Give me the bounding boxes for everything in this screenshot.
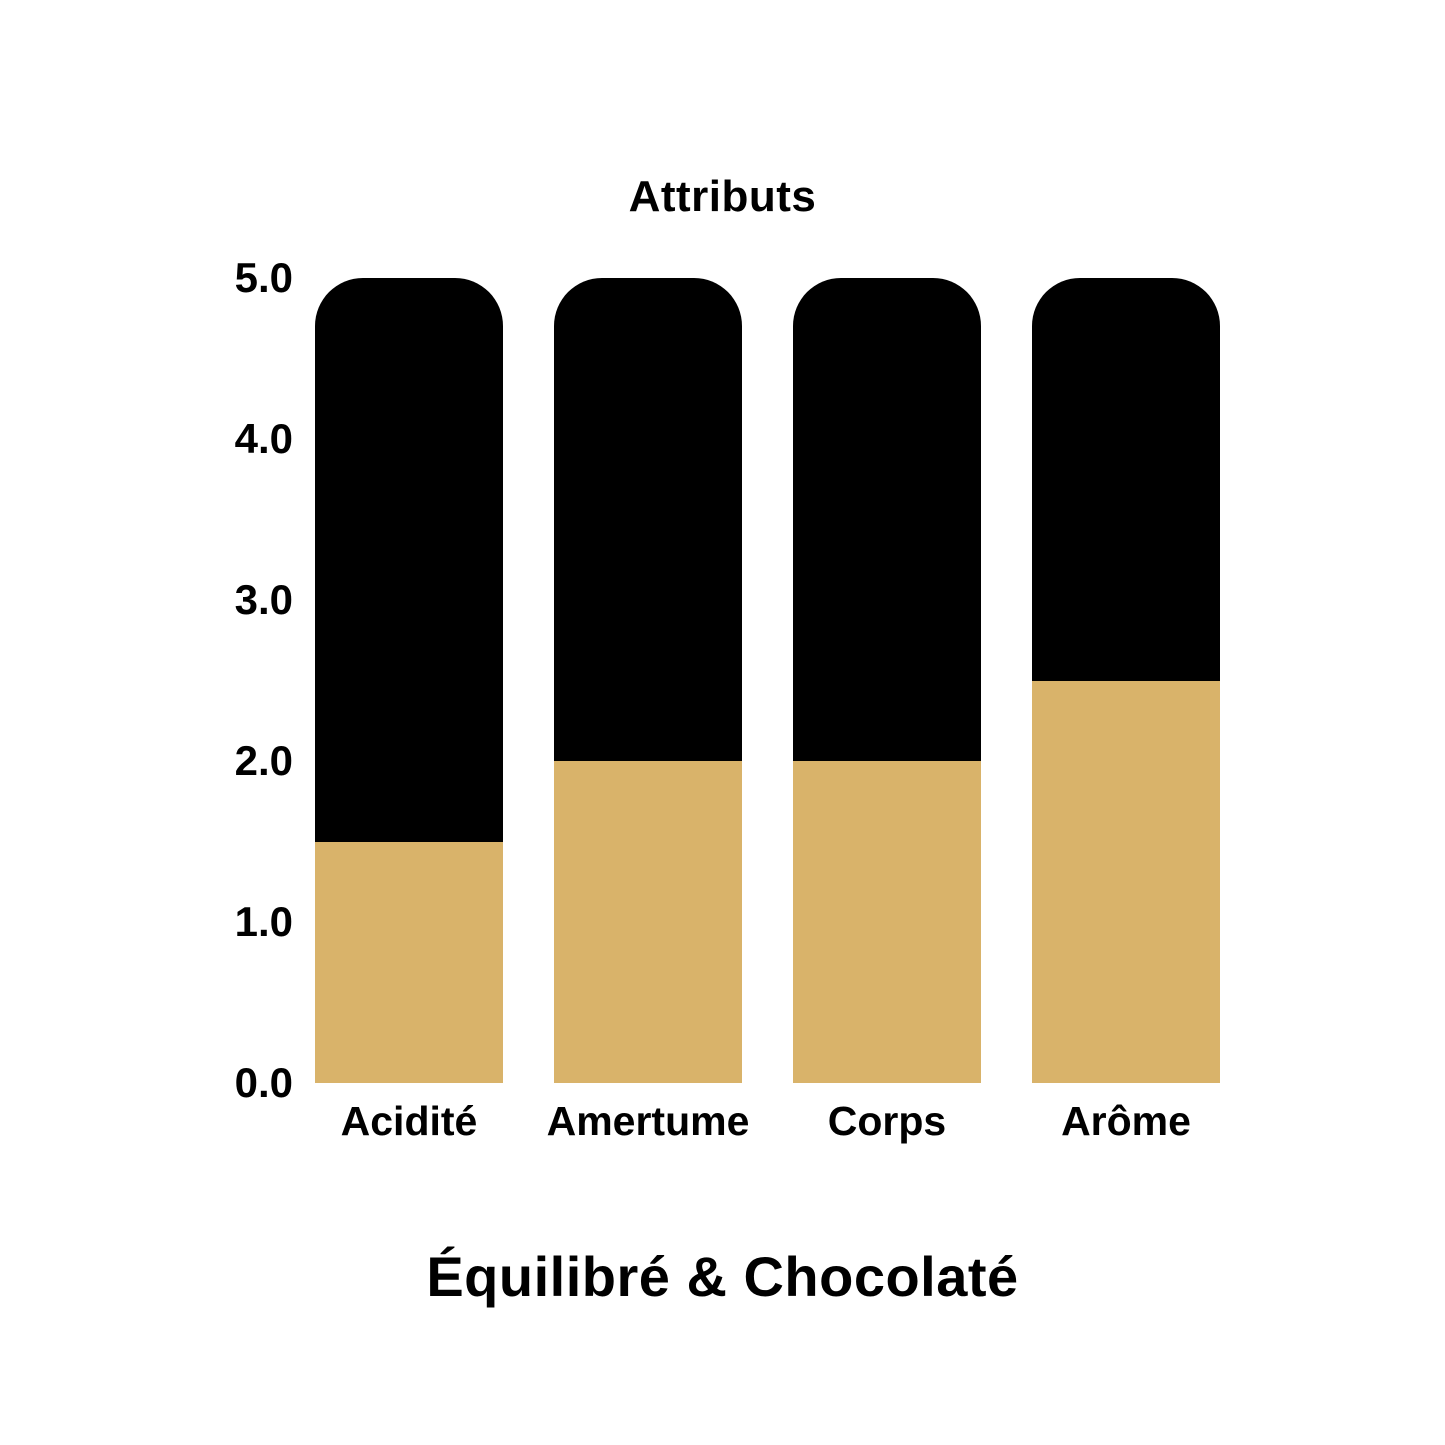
bar-total	[554, 278, 742, 1083]
x-axis-category-label: Acidité	[340, 1098, 478, 1144]
y-axis-tick-label: 1.0	[234, 898, 293, 945]
bar-total	[793, 278, 981, 1083]
y-axis-tick-label: 4.0	[234, 415, 293, 462]
y-axis-tick-label: 0.0	[234, 1059, 293, 1106]
bar-value-fill	[315, 841, 503, 1083]
bar-total	[1032, 278, 1220, 1083]
chart-caption: Équilibré & Chocolaté	[426, 1245, 1019, 1308]
y-axis-tick-label: 3.0	[234, 576, 293, 623]
bar-column	[793, 278, 981, 1083]
bar-value-fill	[793, 761, 981, 1083]
bar-column	[1032, 278, 1220, 1083]
bar-total	[315, 278, 503, 1083]
bar-value-fill	[1032, 680, 1220, 1083]
x-axis-category-label: Amertume	[546, 1098, 750, 1144]
bar-column	[554, 278, 742, 1083]
x-axis-category-label: Arôme	[1061, 1098, 1191, 1144]
bar-value-fill	[554, 761, 742, 1083]
y-axis-tick-label: 2.0	[234, 737, 293, 784]
x-axis-category-label: Corps	[827, 1098, 947, 1144]
plot-area	[315, 278, 1220, 1083]
bar-column	[315, 278, 503, 1083]
y-axis-tick-label: 5.0	[234, 254, 293, 301]
chart-title: Attributs	[628, 172, 817, 221]
